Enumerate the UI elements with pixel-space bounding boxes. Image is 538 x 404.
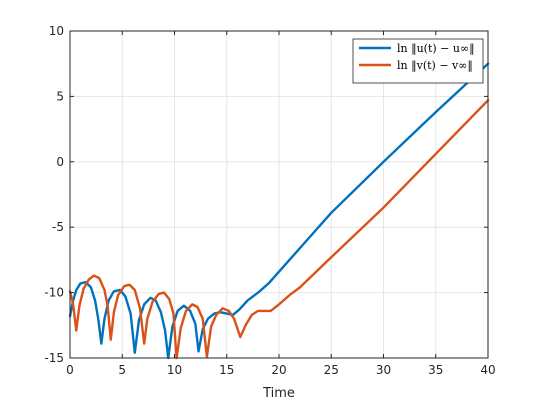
x-tick-label: 30 xyxy=(376,363,391,377)
series-line-2 xyxy=(68,99,490,360)
y-tick-label: 0 xyxy=(56,155,64,169)
x-tick-label: 10 xyxy=(167,363,182,377)
x-tick-label: 5 xyxy=(118,363,126,377)
y-tick-label: 10 xyxy=(49,24,64,38)
legend-label-2: ln ‖v(t) − v∞‖ xyxy=(397,59,473,73)
legend-box xyxy=(352,38,484,84)
legend: ln ‖u(t) − u∞‖ ln ‖v(t) − v∞‖ xyxy=(352,38,484,84)
legend-label-1: ln ‖u(t) − u∞‖ xyxy=(397,42,475,56)
x-tick-label: 25 xyxy=(324,363,339,377)
x-tick-label: 40 xyxy=(480,363,495,377)
x-tick-label: 35 xyxy=(428,363,443,377)
y-tick-label: -10 xyxy=(44,286,64,300)
y-tick-label: -15 xyxy=(44,351,64,365)
x-tick-label: 20 xyxy=(271,363,286,377)
y-tick-label: 5 xyxy=(56,89,64,103)
x-tick-label: 0 xyxy=(66,363,74,377)
x-axis-label: Time xyxy=(262,386,295,401)
axis-ticks: 0 5 10 15 20 25 30 35 40 -15 -10 -5 0 5 10 xyxy=(44,24,495,377)
y-tick-label: -5 xyxy=(52,220,64,234)
x-tick-label: 15 xyxy=(219,363,234,377)
